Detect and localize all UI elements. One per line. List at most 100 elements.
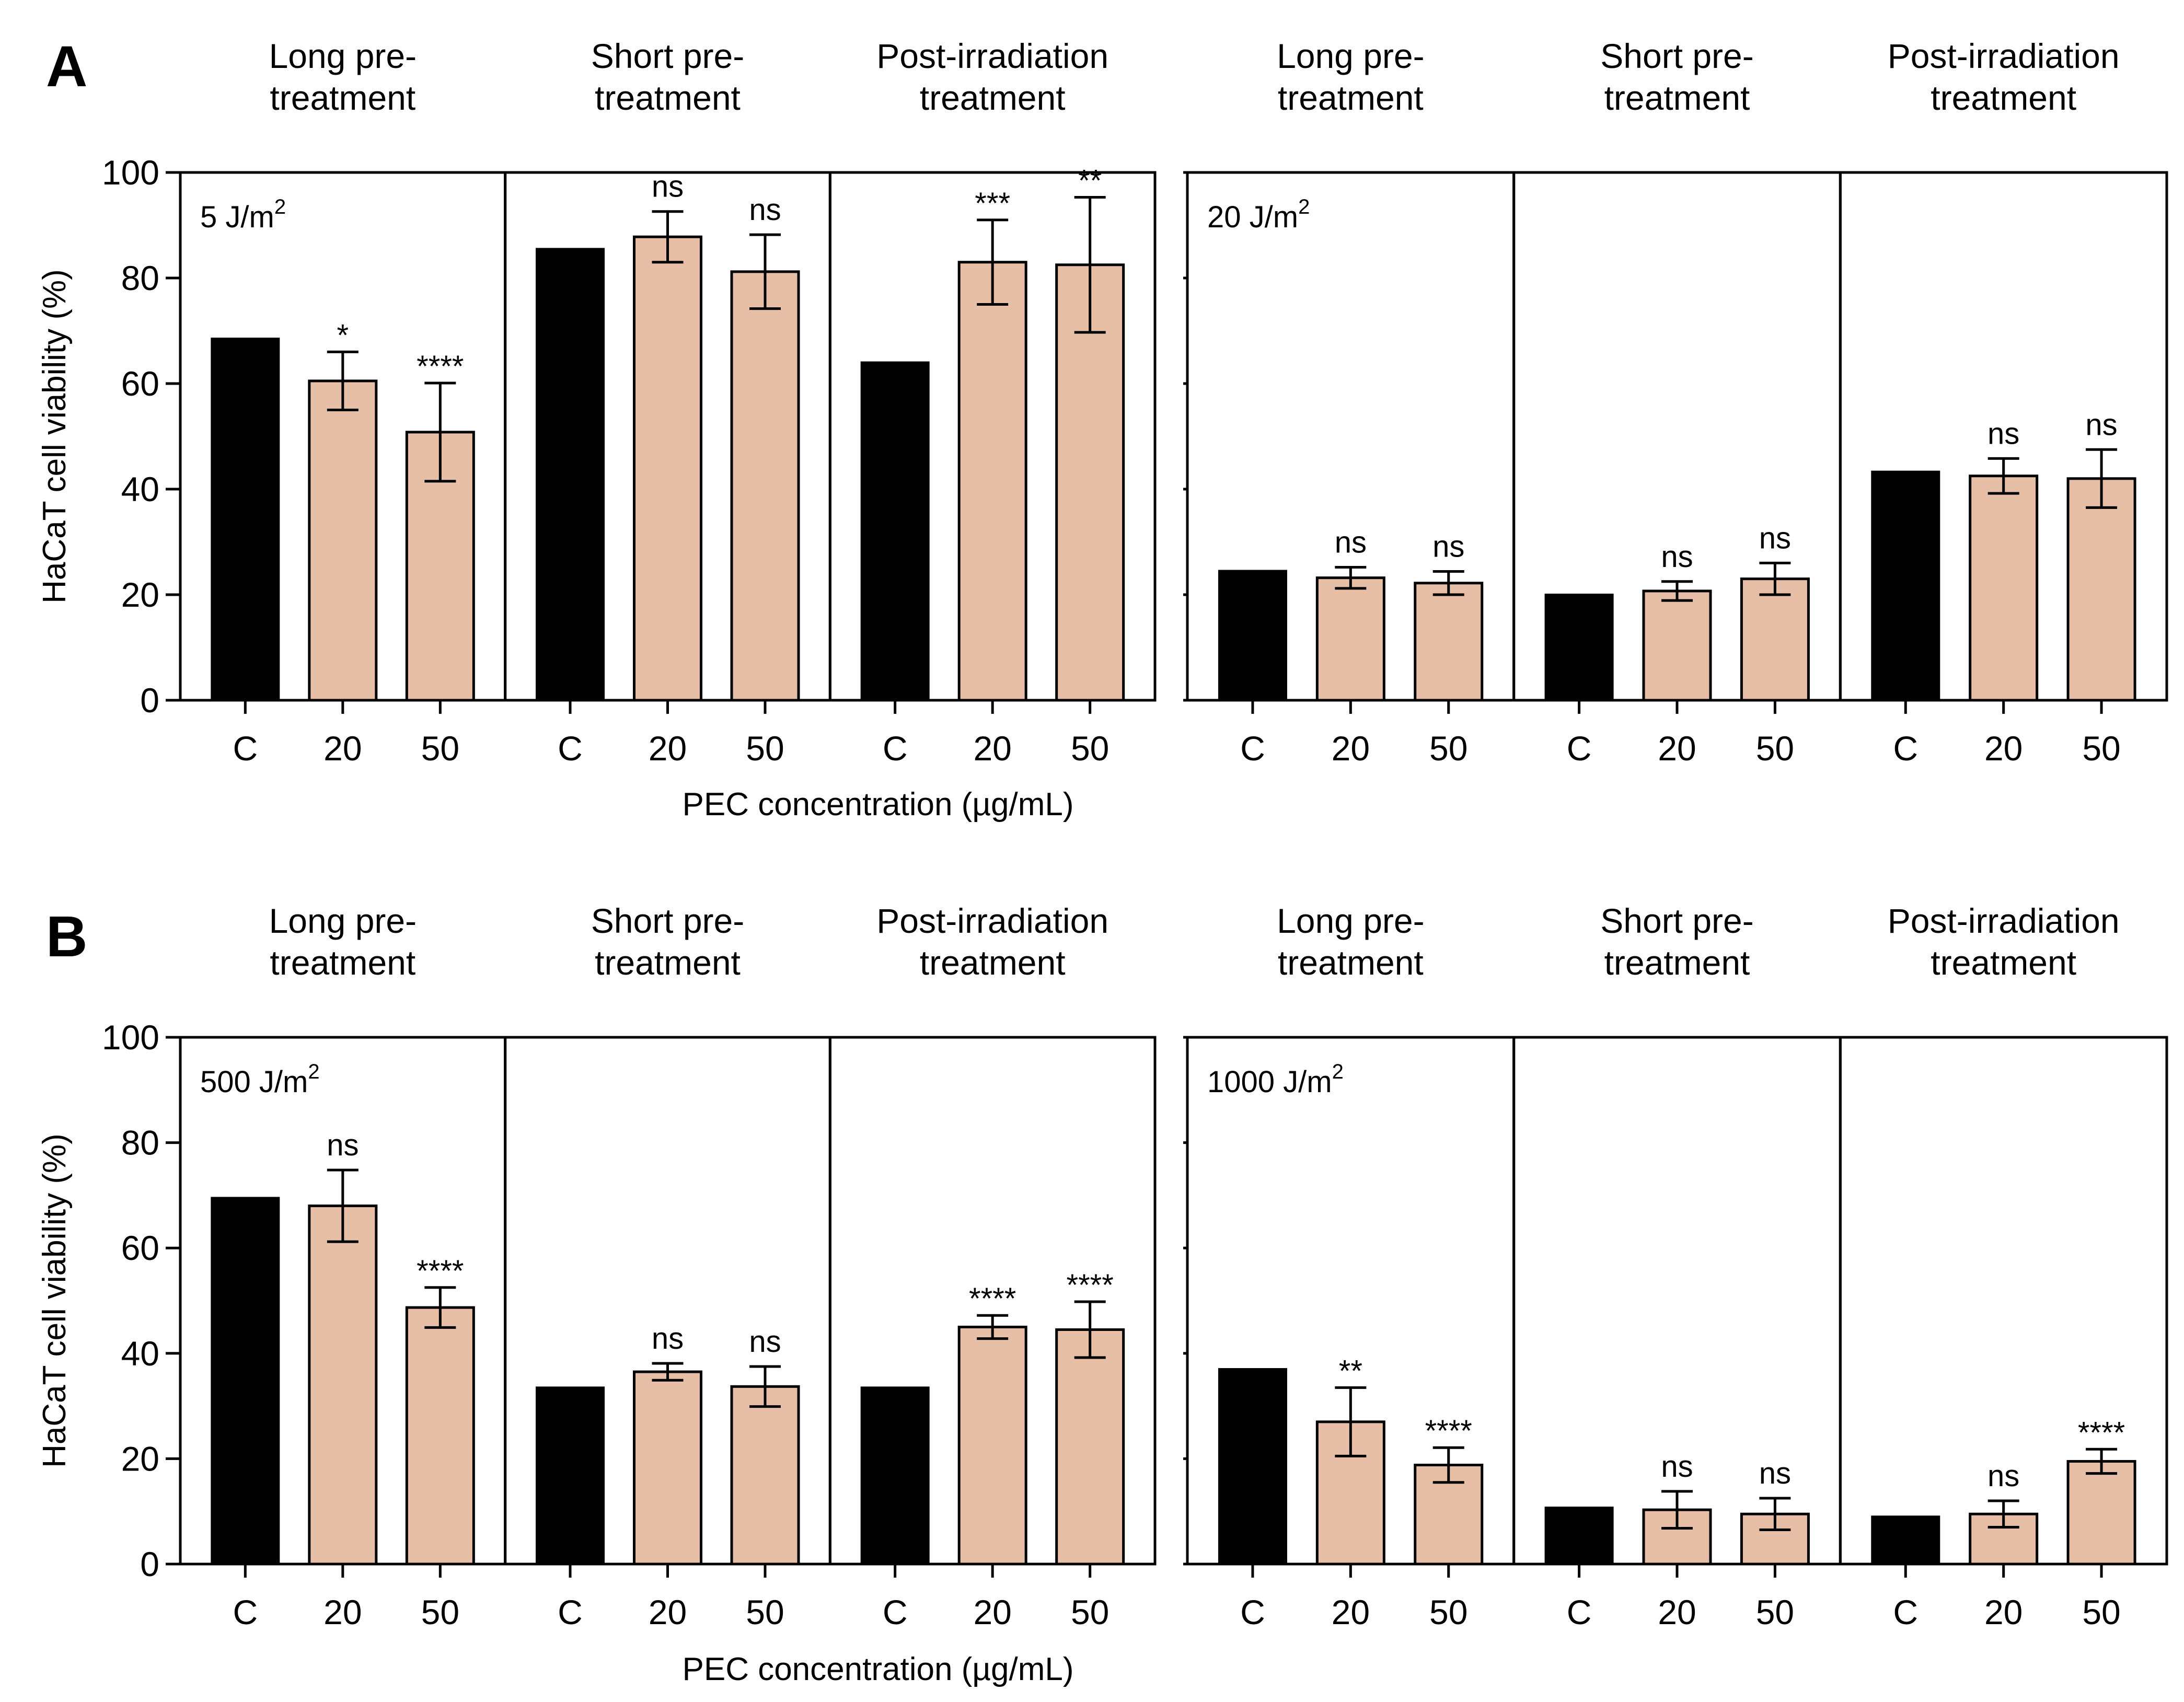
group-title-line: treatment: [1604, 943, 1750, 982]
panel-letter: A: [46, 34, 87, 99]
x-tick-label: 20: [973, 729, 1011, 768]
treatment-group: Long pre-treatment C 20 ns 50 ns: [1186, 37, 1516, 768]
treatment-group: Short pre-treatment C 20 ns 50 ns: [1512, 901, 1842, 1631]
panel-b: B 0 20 40 60 80 100 HaCaT cell viability (%) PEC…: [37, 901, 2168, 1687]
panel-a: A 0 20 40 60 80 100 HaCaT cell viability (%) PEC…: [37, 34, 2168, 823]
bar-treated: [633, 1370, 702, 1566]
bar-treated: [1414, 582, 1484, 702]
significance-label: ****: [2078, 1416, 2125, 1450]
y-tick-label: 20: [121, 575, 159, 614]
x-tick-label: 50: [1429, 729, 1467, 768]
group-title-line: Long pre-: [269, 901, 417, 940]
bar-treated: [1969, 474, 2039, 702]
x-tick-label: C: [558, 729, 583, 768]
bar-treated: [308, 379, 378, 702]
group-title-line: Post-irradiation: [1888, 37, 2120, 75]
group-title-line: Post-irradiation: [1888, 901, 2120, 940]
bar-treated: [2066, 1460, 2136, 1566]
bar-treated: [1740, 577, 1810, 702]
significance-label: *: [337, 318, 349, 352]
x-tick-label: 20: [323, 729, 362, 768]
significance-label: **: [1078, 164, 1102, 198]
bar-control: [1871, 470, 1940, 701]
x-tick-label: C: [233, 729, 258, 768]
group-title-line: treatment: [920, 78, 1066, 117]
significance-label: ns: [327, 1128, 359, 1162]
significance-label: ****: [417, 1254, 464, 1288]
significance-label: ns: [1335, 525, 1367, 559]
dose-label: 1000 J/m2: [1207, 1060, 1344, 1099]
y-tick-label: 100: [102, 1018, 159, 1057]
x-tick-label: 50: [746, 729, 784, 768]
dose-label: 20 J/m2: [1207, 195, 1310, 234]
bar-control: [1218, 570, 1287, 702]
bar-treated: [633, 235, 702, 702]
x-tick-label: 50: [421, 1593, 459, 1631]
x-tick-label: C: [1893, 729, 1918, 768]
significance-label: ns: [749, 193, 781, 227]
group-title-line: Long pre-: [1277, 901, 1425, 940]
y-tick-label: 0: [140, 1545, 159, 1583]
x-tick-label: C: [883, 1593, 908, 1631]
group-title-line: Long pre-: [1277, 37, 1425, 75]
x-tick-label: 50: [2082, 729, 2120, 768]
x-tick-label: 50: [2082, 1593, 2120, 1631]
x-tick-label: 50: [1756, 1593, 1794, 1631]
significance-label: ns: [1432, 530, 1464, 564]
bar-treated: [957, 261, 1027, 702]
bar-control: [1544, 594, 1614, 701]
group-title-line: treatment: [1931, 943, 2076, 982]
x-tick-label: 20: [1332, 729, 1370, 768]
x-tick-label: 50: [1756, 729, 1794, 768]
bar-treated: [308, 1205, 378, 1566]
treatment-group: Short pre-treatment C 20 ns 50 ns: [504, 37, 831, 768]
y-tick-label: 0: [140, 681, 159, 720]
group-title-line: treatment: [270, 943, 415, 982]
group-title-line: treatment: [1278, 78, 1424, 117]
significance-label: ***: [975, 187, 1010, 221]
x-tick-label: 20: [1658, 729, 1696, 768]
group-title-line: Short pre-: [1600, 37, 1753, 75]
y-tick-label: 40: [121, 470, 159, 508]
x-tick-label: 20: [323, 1593, 362, 1631]
y-axis-title: HaCaT cell viability (%): [37, 269, 73, 604]
treatment-group: Long pre-treatment C 20 * 50 ****: [179, 37, 507, 768]
bar-treated: [405, 1306, 475, 1566]
bar-control: [860, 361, 930, 701]
bar-control: [1218, 1368, 1287, 1566]
bar-treated: [1055, 1328, 1125, 1566]
group-title-line: treatment: [920, 943, 1066, 982]
significance-label: ns: [652, 170, 684, 204]
group-title-line: treatment: [1931, 78, 2076, 117]
group-title-line: treatment: [1604, 78, 1750, 117]
y-tick-label: 100: [102, 153, 159, 192]
treatment-group: Long pre-treatment C 20 ns 50 ****: [179, 901, 507, 1631]
bar-treated: [730, 1385, 800, 1566]
panel-letter: B: [46, 905, 87, 969]
x-tick-label: 50: [1071, 729, 1109, 768]
x-tick-label: C: [1567, 729, 1592, 768]
x-tick-label: 20: [1984, 1593, 2023, 1631]
dose-block: 5 J/m2 Long pre-treatment C 20 * 50 **** Short …: [179, 37, 1157, 768]
bar-control: [536, 1386, 605, 1566]
bar-control: [1544, 1507, 1614, 1566]
bar-control: [536, 248, 605, 701]
dose-block: 1000 J/m2 Long pre-treatment C 20 ** 50 **** Sh…: [1183, 901, 2168, 1631]
significance-label: **: [1339, 1354, 1362, 1388]
group-title-line: treatment: [595, 78, 741, 117]
x-tick-label: C: [558, 1593, 583, 1631]
treatment-group: Long pre-treatment C 20 ** 50 ****: [1186, 901, 1516, 1631]
y-tick-label: 80: [121, 1124, 159, 1162]
x-tick-label: C: [1893, 1593, 1918, 1631]
group-title-line: Post-irradiation: [876, 37, 1108, 75]
x-tick-label: C: [1240, 729, 1265, 768]
y-tick-label: 40: [121, 1334, 159, 1373]
x-tick-label: 20: [649, 1593, 687, 1631]
dose-label: 5 J/m2: [200, 195, 286, 234]
bar-control: [1871, 1515, 1940, 1566]
bar-control: [860, 1386, 930, 1566]
